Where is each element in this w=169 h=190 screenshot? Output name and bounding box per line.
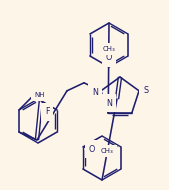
Text: S: S [143, 86, 149, 95]
Text: CH₃: CH₃ [101, 148, 113, 154]
Text: F: F [45, 108, 49, 116]
Text: NH: NH [35, 92, 45, 98]
Text: N: N [106, 98, 112, 108]
Text: O: O [89, 145, 95, 154]
Text: O: O [106, 54, 112, 63]
Text: CH₃: CH₃ [103, 46, 115, 52]
Text: N: N [92, 88, 98, 97]
